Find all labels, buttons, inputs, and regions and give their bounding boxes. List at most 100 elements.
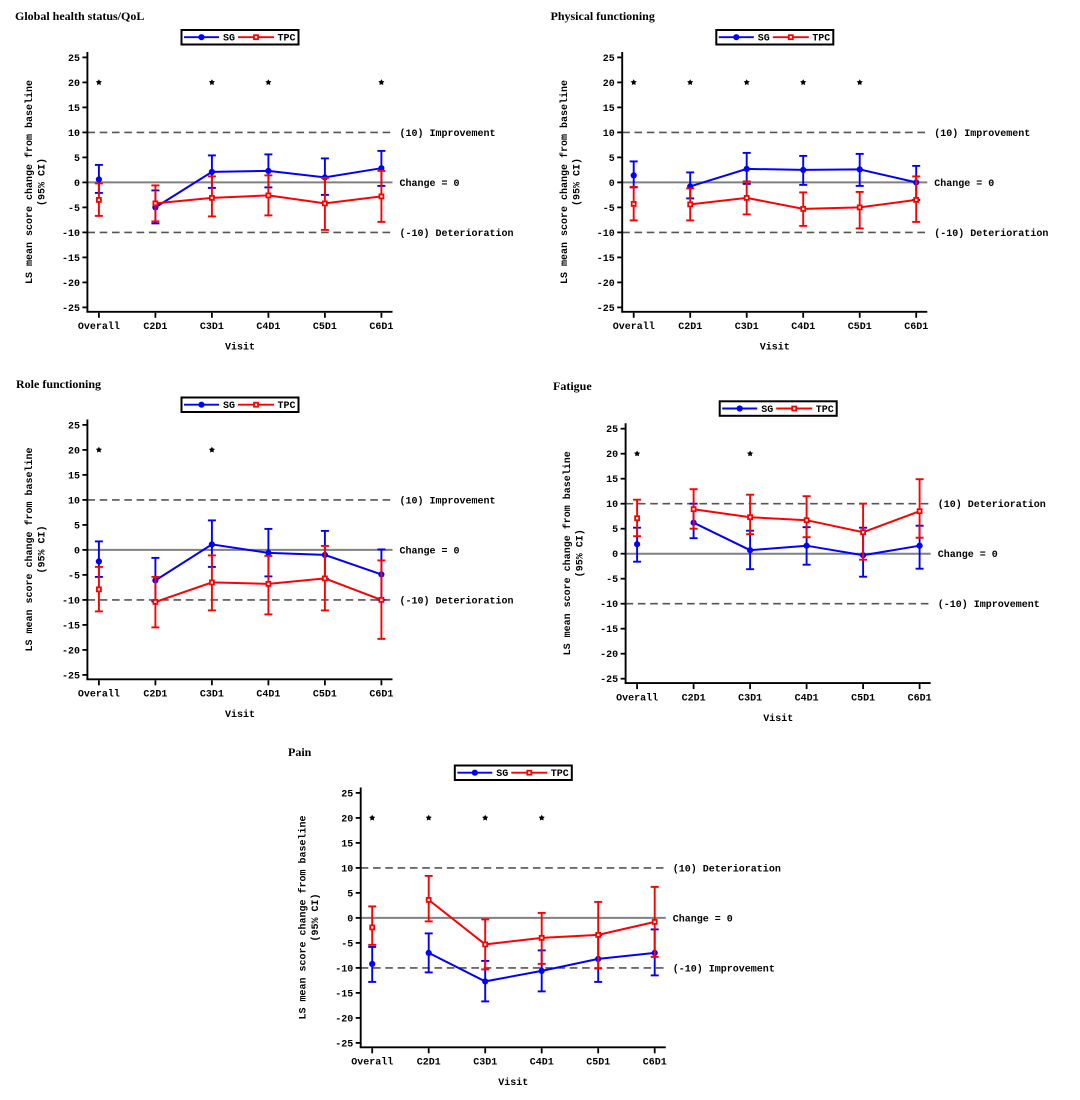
svg-text:0: 0 [347, 914, 353, 925]
svg-text:C6D1: C6D1 [369, 690, 393, 701]
svg-text:-15: -15 [62, 621, 80, 632]
svg-text:-25: -25 [62, 671, 80, 682]
svg-text:(95% CI): (95% CI) [575, 529, 587, 577]
svg-text:TPC: TPC [278, 401, 296, 412]
svg-text:Fatigue: Fatigue [553, 379, 592, 393]
svg-text:15: 15 [603, 104, 615, 115]
svg-text:C2D1: C2D1 [143, 322, 167, 333]
svg-text:(95% CI): (95% CI) [571, 158, 583, 206]
svg-text:C6D1: C6D1 [908, 693, 932, 704]
svg-text:LS mean score change from base: LS mean score change from baseline [24, 447, 36, 651]
svg-text:(-10) Deterioration: (-10) Deterioration [934, 228, 1048, 240]
svg-text:Global health status/QoL: Global health status/QoL [15, 9, 144, 23]
svg-text:5: 5 [347, 889, 353, 900]
svg-text:20: 20 [68, 79, 80, 90]
svg-text:C2D1: C2D1 [417, 1058, 441, 1069]
svg-text:Change = 0: Change = 0 [400, 178, 460, 190]
svg-text:Pain: Pain [288, 745, 312, 759]
svg-text:(-10) Deterioration: (-10) Deterioration [400, 595, 514, 607]
svg-text:(-10) Improvement: (-10) Improvement [673, 963, 775, 975]
svg-text:0: 0 [609, 179, 615, 190]
svg-text:(95% CI): (95% CI) [37, 525, 49, 573]
svg-text:10: 10 [341, 864, 353, 875]
svg-text:-25: -25 [600, 675, 618, 686]
svg-text:C2D1: C2D1 [678, 322, 702, 333]
svg-text:Change = 0: Change = 0 [934, 178, 994, 190]
svg-text:-15: -15 [335, 989, 353, 1000]
svg-text:(95% CI): (95% CI) [310, 893, 322, 941]
svg-text:C3D1: C3D1 [200, 322, 224, 333]
svg-text:Overall: Overall [78, 321, 120, 333]
svg-text:C5D1: C5D1 [586, 1058, 610, 1069]
svg-text:5: 5 [612, 525, 618, 536]
svg-text:C5D1: C5D1 [848, 322, 872, 333]
svg-text:C4D1: C4D1 [256, 690, 280, 701]
svg-text:-5: -5 [341, 939, 353, 950]
svg-text:(-10) Improvement: (-10) Improvement [938, 599, 1040, 611]
svg-text:-20: -20 [62, 646, 80, 657]
svg-text:Role functioning: Role functioning [16, 377, 101, 391]
svg-text:C3D1: C3D1 [473, 1058, 497, 1069]
svg-text:Visit: Visit [763, 713, 793, 725]
svg-text:-20: -20 [597, 279, 615, 290]
svg-text:LS mean score change from base: LS mean score change from baseline [297, 815, 309, 1019]
svg-text:15: 15 [68, 471, 80, 482]
svg-text:25: 25 [606, 425, 618, 436]
svg-text:Overall: Overall [78, 689, 120, 701]
svg-text:5: 5 [74, 521, 80, 532]
svg-text:Physical functioning: Physical functioning [551, 9, 655, 23]
svg-text:(-10) Deterioration: (-10) Deterioration [400, 228, 514, 240]
svg-text:-20: -20 [335, 1014, 353, 1025]
svg-text:10: 10 [68, 129, 80, 140]
svg-text:-25: -25 [62, 304, 80, 315]
svg-text:SG: SG [223, 401, 235, 412]
svg-text:15: 15 [68, 104, 80, 115]
svg-text:Visit: Visit [225, 709, 255, 721]
svg-text:Visit: Visit [225, 342, 255, 354]
svg-text:C6D1: C6D1 [643, 1058, 667, 1069]
svg-text:25: 25 [68, 421, 80, 432]
svg-text:(10) Deterioration: (10) Deterioration [938, 499, 1046, 511]
svg-text:Change = 0: Change = 0 [673, 913, 733, 925]
svg-text:20: 20 [603, 79, 615, 90]
svg-text:C6D1: C6D1 [904, 322, 928, 333]
svg-text:Overall: Overall [351, 1057, 393, 1069]
svg-text:(10) Improvement: (10) Improvement [400, 495, 496, 507]
svg-text:15: 15 [341, 839, 353, 850]
svg-text:LS mean score change from base: LS mean score change from baseline [562, 451, 574, 655]
svg-text:C4D1: C4D1 [791, 322, 815, 333]
svg-text:20: 20 [606, 450, 618, 461]
svg-text:C3D1: C3D1 [200, 690, 224, 701]
svg-text:C5D1: C5D1 [851, 693, 875, 704]
svg-text:-15: -15 [62, 254, 80, 265]
svg-text:25: 25 [603, 54, 615, 65]
svg-text:Visit: Visit [498, 1077, 528, 1089]
svg-text:-5: -5 [68, 204, 80, 215]
svg-text:-10: -10 [600, 600, 618, 611]
svg-text:Change = 0: Change = 0 [938, 549, 998, 561]
svg-text:C4D1: C4D1 [795, 693, 819, 704]
svg-text:TPC: TPC [278, 34, 296, 45]
svg-text:-25: -25 [335, 1039, 353, 1050]
svg-text:-20: -20 [600, 650, 618, 661]
svg-text:Visit: Visit [760, 342, 790, 354]
svg-text:-10: -10 [62, 596, 80, 607]
svg-text:SG: SG [761, 405, 773, 416]
svg-text:10: 10 [606, 500, 618, 511]
svg-text:SG: SG [496, 769, 508, 780]
svg-text:TPC: TPC [816, 405, 834, 416]
svg-text:C6D1: C6D1 [369, 322, 393, 333]
svg-text:-25: -25 [597, 304, 615, 315]
svg-text:C5D1: C5D1 [313, 690, 337, 701]
svg-text:Overall: Overall [613, 321, 655, 333]
svg-text:-10: -10 [335, 964, 353, 975]
svg-text:-10: -10 [62, 229, 80, 240]
svg-text:-5: -5 [603, 204, 615, 215]
svg-text:(10) Deterioration: (10) Deterioration [673, 863, 781, 875]
svg-text:C2D1: C2D1 [682, 693, 706, 704]
svg-text:(10) Improvement: (10) Improvement [400, 128, 496, 140]
svg-text:15: 15 [606, 475, 618, 486]
svg-text:10: 10 [603, 129, 615, 140]
svg-text:Overall: Overall [616, 692, 658, 704]
svg-text:25: 25 [341, 789, 353, 800]
